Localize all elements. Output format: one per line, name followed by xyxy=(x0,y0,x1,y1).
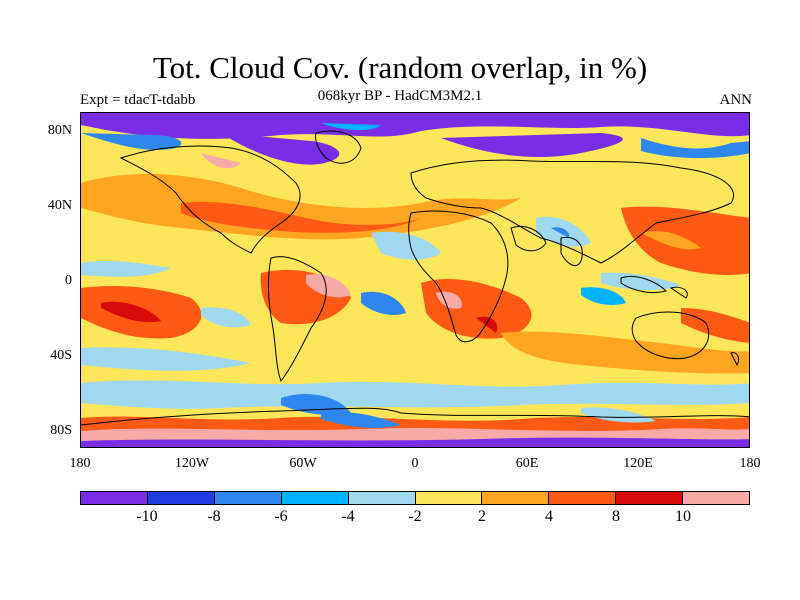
lat-tick-80s: 80S xyxy=(50,423,72,438)
map-plot xyxy=(80,112,750,448)
colorbar-label-1: -8 xyxy=(207,508,221,525)
lon-tick-60w: 60W xyxy=(289,456,317,471)
lat-tick-40n: 40N xyxy=(47,198,72,213)
lon-tick-180w: 180 xyxy=(69,456,91,471)
colorbar-label-6: 4 xyxy=(545,508,553,525)
colorbar-label-4: -2 xyxy=(408,508,422,525)
lon-tick-0: 0 xyxy=(411,456,419,471)
lon-tick-120e: 120E xyxy=(623,456,653,471)
lon-tick-180e: 180 xyxy=(739,456,761,471)
map-subtitle: 068kyr BP - HadCM3M2.1 xyxy=(317,88,483,104)
lat-tick-40s: 40S xyxy=(50,348,72,363)
map-title: Tot. Cloud Cov. (random overlap, in %) xyxy=(152,50,648,85)
colorbar-label-8: 10 xyxy=(675,508,691,525)
colorbar-label-2: -6 xyxy=(274,508,288,525)
colorbar xyxy=(80,491,750,505)
lon-tick-60e: 60E xyxy=(515,456,539,471)
colorbar-label-3: -4 xyxy=(341,508,355,525)
colorbar-label-5: 2 xyxy=(478,508,486,525)
lat-tick-0: 0 xyxy=(65,273,72,288)
colorbar-swatch-9 xyxy=(683,492,750,504)
experiment-label: Expt = tdacT-tdabb xyxy=(80,92,196,108)
colorbar-swatch-7 xyxy=(549,492,617,504)
colorbar-swatch-1 xyxy=(147,492,215,504)
colorbar-swatch-2 xyxy=(214,492,282,504)
colorbar-swatch-5 xyxy=(415,492,483,504)
lat-tick-80n: 80N xyxy=(47,123,72,138)
colorbar-label-7: 8 xyxy=(612,508,620,525)
colorbar-swatch-3 xyxy=(281,492,349,504)
lon-tick-120w: 120W xyxy=(174,456,210,471)
season-label: ANN xyxy=(719,92,753,108)
colorbar-swatch-6 xyxy=(482,492,550,504)
colorbar-label-0: -10 xyxy=(136,508,158,525)
colorbar-swatch-0 xyxy=(81,492,148,504)
colorbar-swatch-8 xyxy=(616,492,684,504)
colorbar-swatch-4 xyxy=(348,492,416,504)
